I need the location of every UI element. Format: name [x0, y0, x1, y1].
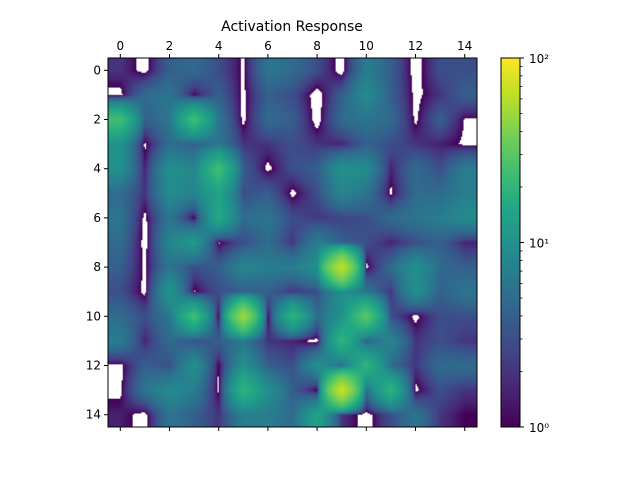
colorbar-ticks: 10⁰ 10¹ 10²: [520, 52, 549, 435]
x-tick-label: 4: [215, 39, 223, 53]
colorbar-gradient: [501, 58, 520, 427]
chart-title: Activation Response: [221, 19, 363, 35]
colorbar-tick-label: 10¹: [529, 237, 549, 251]
y-tick-label: 12: [86, 359, 101, 373]
colorbar-tick-label: 10²: [529, 52, 549, 66]
x-tick-label: 0: [116, 39, 124, 53]
y-axis-ticks: 0 2 4 6 8 10 12 14: [86, 63, 108, 422]
colorbar-tick-label: 10⁰: [529, 421, 549, 435]
x-tick-label: 10: [359, 39, 374, 53]
y-tick-label: 2: [93, 113, 101, 127]
y-tick-label: 10: [86, 309, 101, 323]
x-tick-label: 14: [457, 39, 472, 53]
plot-frame: [107, 57, 478, 428]
x-tick-label: 8: [313, 39, 321, 53]
heatmap-image: [108, 58, 477, 427]
y-tick-label: 4: [93, 162, 101, 176]
y-tick-label: 6: [93, 211, 101, 225]
x-tick-label: 12: [408, 39, 423, 53]
y-tick-label: 8: [93, 260, 101, 274]
x-axis-ticks-top: 0 2 4 6 8 10 12 14: [116, 39, 472, 58]
colorbar: 10⁰ 10¹ 10²: [500, 52, 549, 435]
y-tick-label: 14: [86, 408, 101, 422]
heatmap-plot-area: [107, 57, 478, 428]
y-tick-label: 0: [93, 63, 101, 77]
x-tick-label: 6: [264, 39, 272, 53]
x-axis-ticks-bottom: [119, 427, 466, 431]
x-tick-label: 2: [166, 39, 174, 53]
